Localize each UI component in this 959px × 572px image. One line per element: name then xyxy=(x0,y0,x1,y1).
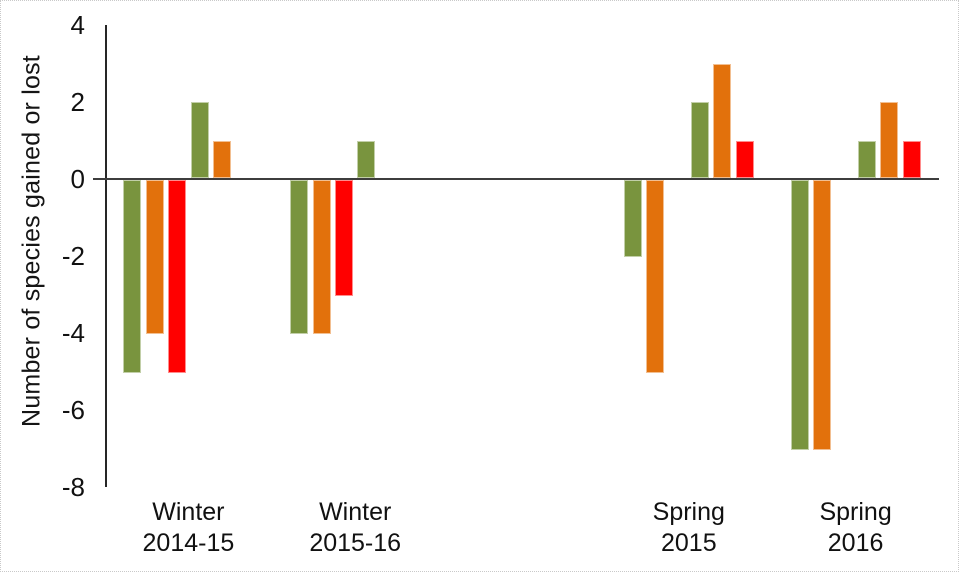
x-category-label-line1: Winter xyxy=(152,498,225,526)
x-category-label-line2: 2016 xyxy=(827,529,884,557)
y-tick-label-4: 4 xyxy=(70,10,85,40)
bar-gained-orange-cat1 xyxy=(213,140,231,178)
bar-lost-green-cat4 xyxy=(623,180,642,257)
bar-gained-red-cat5 xyxy=(902,140,921,178)
bar-gained-orange-cat5 xyxy=(880,102,899,178)
bar-lost-green-cat5 xyxy=(790,180,809,450)
bar-lost-green-cat2 xyxy=(290,180,309,334)
x-category-label-line2: 2015-16 xyxy=(309,529,402,557)
x-category-label-line1: Spring xyxy=(652,498,725,526)
y-tick-label--8: -8 xyxy=(61,472,85,502)
y-axis-line xyxy=(105,25,107,487)
zero-baseline xyxy=(93,178,939,180)
bar-lost-orange-cat4 xyxy=(646,180,665,373)
bar-lost-green-cat1 xyxy=(123,180,142,373)
x-category-label-line1: Winter xyxy=(319,498,392,526)
y-tick-label-0: 0 xyxy=(70,164,85,194)
bar-lost-red-cat1 xyxy=(168,180,187,373)
bar-lost-orange-cat1 xyxy=(145,180,164,334)
x-category-label-line2: 2014-15 xyxy=(142,529,235,557)
x-category-label-line2: 2015 xyxy=(660,529,717,557)
bar-gained-green-cat1 xyxy=(190,102,209,178)
bar-lost-orange-cat2 xyxy=(312,180,331,334)
x-category-label-line1: Spring xyxy=(819,498,892,526)
bar-gained-green-cat5 xyxy=(857,140,876,178)
y-tick-label-2: 2 xyxy=(70,87,85,117)
y-tick-label--2: -2 xyxy=(61,241,85,271)
x-category-label-5: Spring 2016 xyxy=(776,497,936,559)
bar-gained-orange-cat4 xyxy=(713,63,732,178)
bar-lost-orange-cat5 xyxy=(813,180,831,450)
bar-lost-red-cat2 xyxy=(335,180,353,296)
y-tick-label--4: -4 xyxy=(61,318,85,348)
bar-gained-red-cat4 xyxy=(735,140,754,178)
y-tick-label--6: -6 xyxy=(61,395,85,425)
x-category-label-1: Winter 2014-15 xyxy=(108,497,268,559)
bar-gained-green-cat2 xyxy=(357,140,376,178)
x-category-label-2: Winter 2015-16 xyxy=(275,497,435,559)
x-category-label-4: Spring 2015 xyxy=(609,497,769,559)
bar-gained-green-cat4 xyxy=(691,102,709,178)
